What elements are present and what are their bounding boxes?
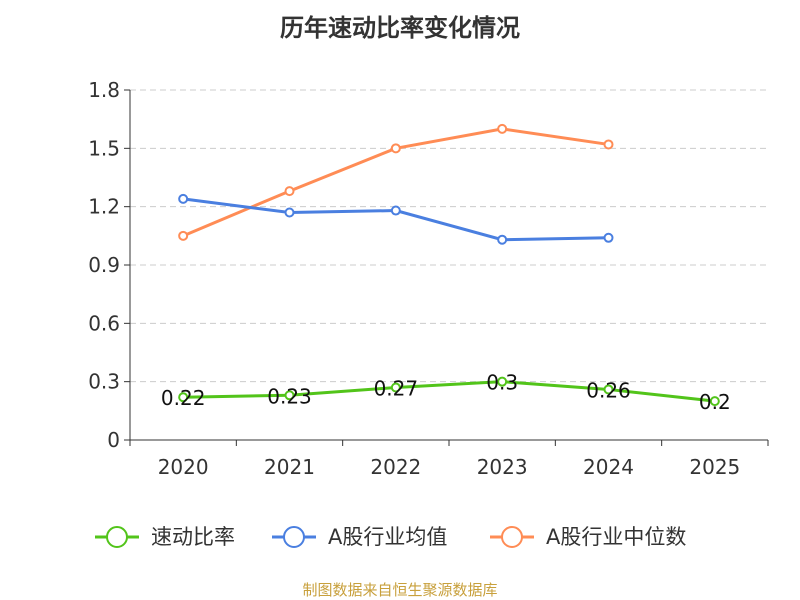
data-label: 0.27 bbox=[374, 377, 419, 401]
data-point bbox=[497, 234, 508, 245]
x-tick-label: 2022 bbox=[370, 455, 421, 479]
x-tick-label: 2020 bbox=[158, 455, 209, 479]
series-line bbox=[182, 197, 609, 242]
legend-label: 速动比率 bbox=[151, 525, 235, 549]
legend-marker bbox=[501, 526, 523, 548]
series-line bbox=[183, 380, 715, 403]
y-tick-label: 1.8 bbox=[88, 78, 120, 102]
data-point bbox=[284, 390, 295, 401]
data-point bbox=[497, 376, 508, 387]
data-label: 0.23 bbox=[267, 384, 312, 408]
data-point bbox=[497, 123, 508, 134]
data-point bbox=[390, 143, 401, 154]
y-tick-label: 0.6 bbox=[88, 311, 120, 335]
data-point bbox=[603, 139, 614, 150]
data-label: 0.22 bbox=[161, 386, 206, 410]
y-tick-label: 0.9 bbox=[88, 253, 120, 277]
y-tick-label: 1.2 bbox=[88, 195, 120, 219]
data-point bbox=[603, 232, 614, 243]
data-label: 0.26 bbox=[586, 378, 631, 402]
x-tick-label: 2025 bbox=[689, 455, 740, 479]
data-point bbox=[178, 230, 189, 241]
data-point bbox=[603, 384, 614, 395]
y-tick-label: 0.3 bbox=[88, 370, 120, 394]
y-tick-label: 1.5 bbox=[88, 136, 120, 160]
x-tick-label: 2023 bbox=[477, 455, 528, 479]
data-point bbox=[284, 207, 295, 218]
data-point bbox=[390, 382, 401, 393]
data-point bbox=[284, 186, 295, 197]
data-point bbox=[178, 392, 189, 403]
legend-marker bbox=[283, 526, 305, 548]
y-tick-label: 0 bbox=[107, 428, 120, 452]
x-tick-label: 2024 bbox=[583, 455, 634, 479]
data-point bbox=[178, 193, 189, 204]
legend-label: A股行业中位数 bbox=[546, 525, 686, 549]
chart-title: 历年速动比率变化情况 bbox=[280, 14, 520, 42]
source-note: 制图数据来自恒生聚源数据库 bbox=[302, 581, 498, 599]
legend-label: A股行业均值 bbox=[328, 525, 447, 549]
data-label: 0.2 bbox=[699, 390, 731, 414]
data-point bbox=[390, 205, 401, 216]
x-tick-label: 2021 bbox=[264, 455, 315, 479]
data-label: 0.3 bbox=[486, 371, 518, 395]
data-point bbox=[709, 396, 720, 407]
legend-marker bbox=[106, 526, 128, 548]
